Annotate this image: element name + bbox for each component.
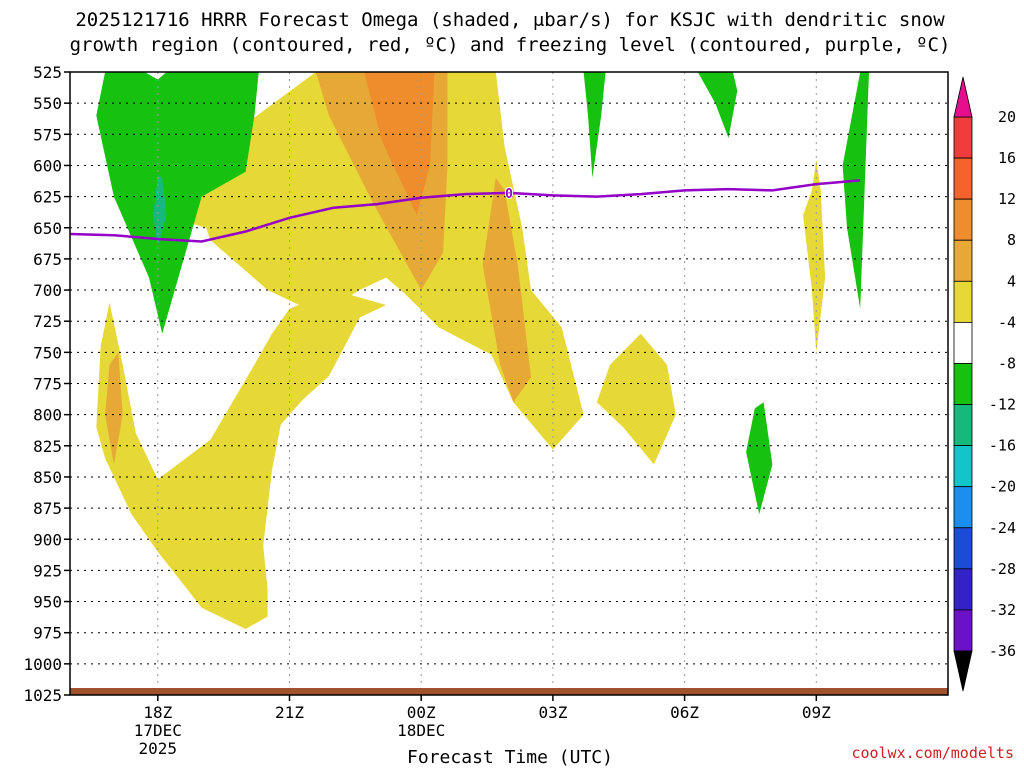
colorbar-tick-label: -16 bbox=[989, 437, 1016, 455]
colorbar-tick-label: -12 bbox=[989, 396, 1016, 414]
freezing-level-label: 0 bbox=[505, 187, 513, 202]
y-tick-label: 775 bbox=[33, 375, 62, 394]
colorbar-band bbox=[953, 116, 973, 159]
colorbar-band bbox=[953, 609, 973, 652]
y-tick-label: 625 bbox=[33, 188, 62, 207]
colorbar-tick-label: -4 bbox=[998, 313, 1016, 331]
omega-shading bbox=[96, 72, 869, 629]
x-axis-label: Forecast Time (UTC) bbox=[407, 747, 613, 768]
freezing-level-polyline bbox=[69, 179, 861, 243]
y-tick-label: 950 bbox=[33, 593, 62, 612]
x-tick-label: 06Z bbox=[670, 703, 699, 722]
omega-region-green-right-top bbox=[697, 72, 738, 138]
colorbar: 20 16 12 8 4 -4 -8 -12 -16 -20 -24 -28 -32 -36 bbox=[953, 76, 1016, 692]
colorbar-tick-label: 12 bbox=[998, 190, 1016, 208]
colorbar-tick-label: 8 bbox=[1007, 231, 1016, 249]
colorbar-band bbox=[953, 486, 973, 529]
omega-region-green-left bbox=[96, 72, 259, 334]
colorbar-top-arrow bbox=[953, 76, 973, 118]
x-tick-label: 18Z bbox=[143, 703, 172, 722]
colorbar-tick-label: -20 bbox=[989, 478, 1016, 496]
terrain-strip bbox=[70, 688, 948, 695]
y-tick-label: 675 bbox=[33, 250, 62, 269]
x-tick-label: 00Z bbox=[407, 703, 436, 722]
y-tick-label: 975 bbox=[33, 624, 62, 643]
x-tick-label: 2025 bbox=[139, 739, 178, 758]
colorbar-band bbox=[953, 280, 973, 323]
colorbar-band bbox=[953, 321, 973, 364]
x-tick-label: 21Z bbox=[275, 703, 304, 722]
x-tick-label: 17DEC bbox=[134, 721, 182, 740]
y-tick-label: 650 bbox=[33, 219, 62, 238]
x-tick-label: 09Z bbox=[802, 703, 831, 722]
omega-region-yellow-east bbox=[596, 333, 676, 465]
y-tick-label: 525 bbox=[33, 63, 62, 82]
credit-text: coolwx.com/modelts bbox=[851, 744, 1014, 762]
colorbar-tick-label: -36 bbox=[989, 642, 1016, 660]
omega-region-orange-left bbox=[105, 352, 123, 465]
colorbar-band bbox=[953, 198, 973, 241]
omega-region-teal-spot bbox=[153, 174, 167, 247]
plot-area: 0 bbox=[69, 71, 949, 696]
y-tick-label: 575 bbox=[33, 125, 62, 144]
y-tick-label: 725 bbox=[33, 312, 62, 331]
y-tick-label: 1000 bbox=[23, 655, 62, 674]
colorbar-tick-label: -28 bbox=[989, 560, 1016, 578]
y-tick-label: 875 bbox=[33, 499, 62, 518]
omega-region-green-far-right bbox=[842, 72, 869, 309]
chart-title-line2: growth region (contoured, red, ºC) and f… bbox=[70, 34, 951, 56]
colorbar-tick-label: -24 bbox=[989, 519, 1016, 537]
omega-region-yellow-far-east bbox=[803, 159, 826, 353]
omega-region-dark-orange-core bbox=[364, 72, 435, 216]
colorbar-bottom-arrow bbox=[953, 650, 973, 692]
omega-region-orange-mid bbox=[482, 177, 531, 403]
x-tick-label: 03Z bbox=[538, 703, 567, 722]
y-tick-label: 925 bbox=[33, 561, 62, 580]
y-tick-label: 850 bbox=[33, 468, 62, 487]
colorbar-tick-label: -32 bbox=[989, 601, 1016, 619]
colorbar-tick-label: 20 bbox=[998, 108, 1016, 126]
colorbar-tick-label: -8 bbox=[998, 354, 1016, 372]
y-tick-label: 800 bbox=[33, 406, 62, 425]
y-axis: 525 550 575 600 625 650 675 700 725 750 775 800 825 8… bbox=[23, 63, 70, 705]
x-tick-label: 18DEC bbox=[397, 721, 445, 740]
omega-region-green-mid bbox=[583, 72, 606, 178]
y-tick-label: 550 bbox=[33, 94, 62, 113]
y-tick-label: 600 bbox=[33, 156, 62, 175]
y-tick-label: 700 bbox=[33, 281, 62, 300]
colorbar-band bbox=[953, 363, 973, 405]
y-tick-label: 750 bbox=[33, 343, 62, 362]
freezing-level-line: 0 bbox=[69, 179, 861, 243]
colorbar-band bbox=[953, 404, 973, 447]
colorbar-band bbox=[953, 239, 973, 282]
y-tick-label: 1025 bbox=[23, 686, 62, 705]
colorbar-band bbox=[953, 568, 973, 611]
colorbar-tick-label: 16 bbox=[998, 149, 1016, 167]
chart-title-line1: 2025121716 HRRR Forecast Omega (shaded, … bbox=[75, 9, 945, 31]
omega-region-green-right-small bbox=[746, 402, 773, 515]
colorbar-tick-label: 4 bbox=[1007, 272, 1016, 290]
colorbar-band bbox=[953, 157, 973, 200]
y-tick-label: 825 bbox=[33, 437, 62, 456]
omega-region-yellow-left-lobe bbox=[96, 290, 387, 629]
colorbar-band bbox=[953, 527, 973, 570]
colorbar-band bbox=[953, 445, 973, 488]
y-tick-label: 900 bbox=[33, 530, 62, 549]
